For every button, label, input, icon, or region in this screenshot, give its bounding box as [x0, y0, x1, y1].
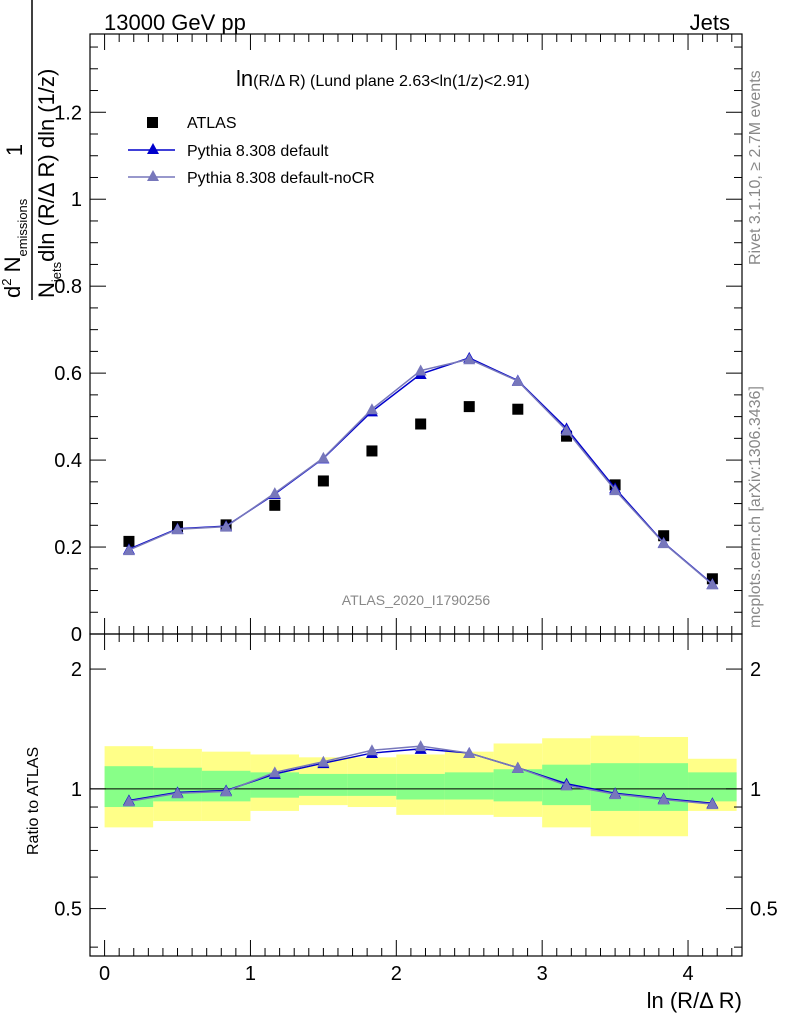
analysis-watermark: ATLAS_2020_I1790256	[342, 592, 491, 608]
header-left: 13000 GeV pp	[104, 10, 246, 35]
atlas-data-point	[463, 401, 475, 413]
ratio-band-inner	[688, 772, 737, 802]
nocr-series-point	[511, 374, 524, 386]
ratio-nocr-point	[560, 779, 573, 791]
ylabel-one: 1	[2, 144, 27, 156]
nocr-series-point	[706, 578, 719, 590]
ratio-y-tick-label-right: 0.5	[750, 899, 778, 921]
y-tick-label: 0	[71, 624, 82, 646]
ratio-panel-frame	[89, 633, 743, 957]
ratio-nocr-point	[171, 787, 184, 799]
atlas-data-point	[512, 403, 524, 415]
atlas-data-point	[123, 535, 135, 547]
y-tick-label: 0.2	[54, 537, 82, 559]
ratio-y-tick-label-right: 2	[750, 659, 761, 681]
ylabel-num-pre: d	[0, 286, 25, 298]
nocr-series-point	[317, 451, 330, 463]
x-axis-label: ln (R/Δ R)	[647, 988, 742, 1013]
y-tick-label: 0.6	[54, 363, 82, 385]
nocr-series-line	[128, 358, 713, 586]
nocr-series-point	[657, 537, 670, 549]
svg-text:Njetsdln (R/Δ R) dln (1/z): Njetsdln (R/Δ R) dln (1/z)	[34, 69, 64, 298]
ratio-nocr-point	[511, 761, 524, 773]
ratio-band-inner	[299, 773, 348, 796]
legend-default-label: Pythia 8.308 default	[187, 143, 329, 160]
atlas-data-point	[269, 499, 281, 511]
ratio-plot-panel: 0 1 2 3 4 0.5 0.5 1 1 2 2	[54, 633, 778, 985]
nocr-series-point	[463, 353, 476, 365]
atlas-data-point	[366, 445, 378, 457]
y-tick-label: 0.4	[54, 450, 82, 472]
y-tick-label: 0.8	[54, 276, 82, 298]
legend-atlas-marker	[147, 117, 158, 128]
y-tick-label: 1.2	[54, 102, 82, 124]
main-plot-panel: 0 0.2 0.4 0.6 0.8 1 1.2	[54, 33, 743, 956]
nocr-series-point	[268, 487, 281, 499]
x-tick-label: 2	[391, 963, 402, 985]
ylabel-num-sub: emissions	[15, 198, 30, 256]
nocr-series-point	[365, 403, 378, 415]
legend: ATLAS Pythia 8.308 default Pythia 8.308 …	[128, 115, 375, 187]
x-tick-label: 0	[99, 963, 110, 985]
nocr-series-point	[560, 424, 573, 436]
ratio-band-inner	[396, 773, 445, 800]
ratio-nocr-point	[268, 766, 281, 778]
ratio-nocr-point	[609, 788, 622, 800]
header-right: Jets	[690, 10, 730, 35]
ylabel-den-pre: N	[34, 282, 59, 298]
atlas-data-point	[317, 475, 329, 487]
svg-text:1: 1	[2, 144, 27, 156]
ylabel-num-main: N	[0, 257, 25, 279]
ylabel-den-sub: jets	[49, 261, 64, 283]
ratio-nocr-point	[414, 740, 427, 752]
legend-atlas-label: ATLAS	[187, 115, 237, 132]
ratio-band-inner	[493, 769, 543, 802]
ratio-y-tick-label: 0.5	[54, 899, 82, 921]
nocr-series-point	[122, 544, 135, 556]
nocr-series-point	[220, 520, 233, 532]
ratio-y-tick-label: 1	[71, 779, 82, 801]
default-series-line	[128, 357, 713, 585]
y-tick-label: 1	[71, 189, 82, 211]
side-label-bottom: mcplots.cern.ch [arXiv:1306.3436]	[747, 386, 764, 628]
nocr-series-point	[171, 523, 184, 535]
ratio-band-inner	[444, 772, 494, 800]
legend-nocr-marker	[147, 170, 159, 181]
ratio-y-axis-label: Ratio to ATLAS	[25, 747, 42, 855]
ratio-y-tick-label-right: 1	[750, 779, 761, 801]
nocr-series-point	[414, 364, 427, 376]
svg-text:d2 Nemissions: d2 Nemissions	[0, 198, 30, 298]
ratio-nocr-point	[463, 747, 476, 759]
ratio-y-tick-label: 2	[71, 659, 82, 681]
ratio-nocr-point	[365, 744, 378, 756]
ratio-nocr-point	[317, 755, 330, 767]
x-tick-label: 1	[245, 963, 256, 985]
plot-title-prefix: ln	[236, 66, 253, 91]
ratio-nocr-point	[706, 798, 719, 810]
ylabel-den-main: dln (R/Δ R) dln (1/z)	[34, 69, 59, 262]
ratio-nocr-point	[657, 793, 670, 805]
legend-nocr-label: Pythia 8.308 default-noCR	[187, 170, 375, 187]
side-label-top: Rivet 3.1.10, ≥ 2.7M events	[747, 70, 764, 265]
ratio-band-inner	[347, 773, 397, 796]
ratio-band-inner	[590, 763, 640, 811]
main-y-axis-label: 1 d2 Nemissions Njetsdln (R/Δ R) dln (1/…	[0, 0, 64, 300]
x-tick-label: 4	[682, 963, 693, 985]
ratio-nocr-point	[220, 785, 233, 797]
x-tick-label: 3	[537, 963, 548, 985]
nocr-series-point	[609, 484, 622, 496]
plot-title: ln(R/Δ R) (Lund plane 2.63<ln(1/z)<2.91)	[236, 66, 530, 91]
ratio-nocr-point	[122, 795, 135, 807]
atlas-data-point	[415, 418, 427, 430]
atlas-data-point	[658, 530, 670, 542]
plot-title-rest: (Lund plane 2.63<ln(1/z)<2.91)	[306, 73, 530, 90]
legend-default-marker	[147, 143, 159, 154]
ylabel-num-sup: 2	[0, 279, 14, 286]
plot-title-var: (R/Δ R)	[253, 73, 305, 90]
atlas-data-point	[561, 430, 573, 442]
